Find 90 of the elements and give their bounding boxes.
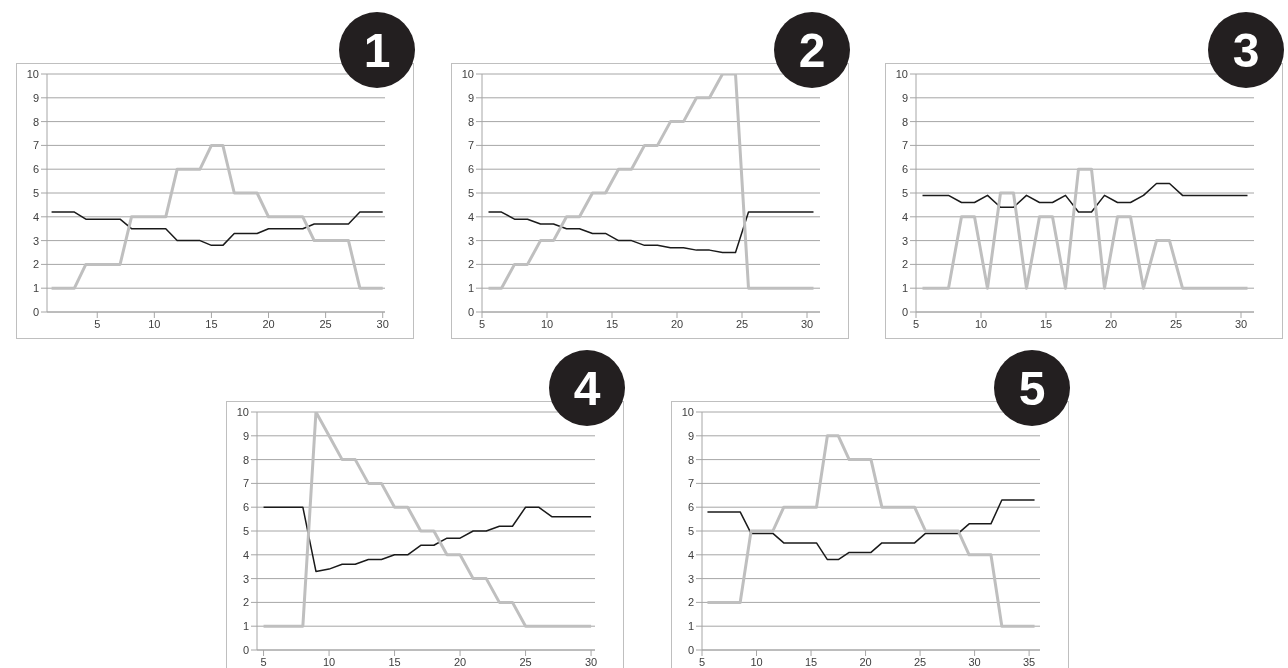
y-tick-label: 0 [687, 643, 694, 656]
x-tick-label: 5 [698, 655, 706, 668]
y-tick-label: 5 [901, 186, 908, 199]
x-tick-label: 25 [319, 317, 332, 330]
y-tick-label: 5 [242, 524, 249, 537]
x-tick-label: 15 [205, 317, 218, 330]
y-tick-label: 0 [901, 305, 908, 318]
y-tick-label: 10 [461, 67, 474, 80]
x-tick-label: 10 [540, 317, 554, 330]
x-tick-label: 20 [859, 655, 872, 668]
y-tick-label: 5 [467, 186, 474, 199]
y-tick-label: 3 [242, 572, 249, 585]
x-tick-label: 35 [1022, 655, 1036, 668]
y-tick-label: 4 [467, 210, 474, 223]
y-tick-label: 1 [242, 620, 249, 633]
y-tick-label: 3 [687, 572, 694, 585]
y-tick-label: 1 [32, 282, 39, 295]
y-tick-label: 6 [687, 501, 694, 514]
y-tick-label: 3 [901, 234, 908, 247]
x-tick-label: 30 [968, 655, 981, 668]
x-tick-label: 20 [262, 317, 275, 330]
y-tick-label: 9 [901, 91, 908, 104]
chart-title: 2 [774, 12, 850, 88]
y-tick-label: 2 [901, 258, 908, 271]
x-tick-label: 10 [750, 655, 763, 668]
y-tick-label: 8 [901, 115, 908, 128]
chart-title: 1 [339, 12, 415, 88]
y-tick-label: 4 [242, 548, 249, 561]
x-tick-label: 5 [260, 655, 267, 668]
y-tick-label: 9 [687, 429, 694, 442]
x-tick-label: 20 [453, 655, 467, 668]
x-tick-label: 30 [1234, 317, 1248, 330]
y-tick-label: 1 [687, 620, 694, 633]
y-tick-label: 8 [32, 115, 39, 128]
y-tick-label: 6 [32, 163, 39, 176]
y-tick-label: 2 [467, 258, 474, 271]
x-tick-label: 10 [974, 317, 988, 330]
x-tick-label: 30 [584, 655, 598, 668]
x-tick-label: 25 [913, 655, 927, 668]
x-tick-label: 10 [148, 317, 161, 330]
y-tick-label: 2 [687, 596, 694, 609]
x-tick-label: 15 [804, 655, 818, 668]
x-tick-label: 15 [1039, 317, 1053, 330]
y-tick-label: 7 [687, 477, 694, 490]
y-tick-label: 0 [242, 643, 249, 656]
y-tick-label: 1 [901, 282, 908, 295]
x-tick-label: 5 [478, 317, 486, 330]
y-tick-label: 7 [242, 477, 249, 490]
y-tick-label: 9 [242, 429, 249, 442]
x-tick-label: 15 [388, 655, 401, 668]
y-tick-label: 8 [242, 453, 249, 466]
y-tick-label: 7 [32, 139, 39, 152]
y-tick-label: 7 [901, 139, 908, 152]
x-tick-label: 30 [800, 317, 814, 330]
y-tick-label: 2 [32, 258, 39, 271]
y-tick-label: 1 [467, 282, 474, 295]
y-tick-label: 10 [236, 405, 249, 418]
y-tick-label: 8 [687, 453, 694, 466]
x-tick-label: 20 [1104, 317, 1118, 330]
x-tick-label: 10 [322, 655, 336, 668]
y-tick-label: 10 [681, 405, 694, 418]
x-tick-label: 20 [670, 317, 684, 330]
y-tick-label: 3 [32, 234, 39, 247]
chart-title: 4 [549, 350, 625, 426]
y-tick-label: 10 [895, 67, 908, 80]
x-tick-label: 25 [519, 655, 532, 668]
y-tick-label: 5 [687, 524, 694, 537]
x-tick-label: 25 [735, 317, 749, 330]
y-tick-label: 0 [467, 305, 474, 318]
y-tick-label: 3 [467, 234, 474, 247]
y-tick-label: 6 [242, 501, 249, 514]
y-tick-label: 6 [467, 163, 474, 176]
y-tick-label: 4 [901, 210, 908, 223]
y-tick-label: 5 [32, 186, 39, 199]
x-tick-label: 30 [376, 317, 389, 330]
y-tick-label: 9 [467, 91, 474, 104]
x-tick-label: 5 [94, 317, 101, 330]
y-tick-label: 7 [467, 139, 474, 152]
y-tick-label: 10 [26, 67, 39, 80]
chart-title: 3 [1208, 12, 1284, 88]
y-tick-label: 4 [687, 548, 694, 561]
x-tick-label: 25 [1169, 317, 1183, 330]
x-tick-label: 15 [605, 317, 619, 330]
x-tick-label: 5 [912, 317, 920, 330]
y-tick-label: 4 [32, 210, 39, 223]
y-tick-label: 9 [32, 91, 39, 104]
y-tick-label: 2 [242, 596, 249, 609]
y-tick-label: 6 [901, 163, 908, 176]
y-tick-label: 8 [467, 115, 474, 128]
y-tick-label: 0 [32, 305, 39, 318]
